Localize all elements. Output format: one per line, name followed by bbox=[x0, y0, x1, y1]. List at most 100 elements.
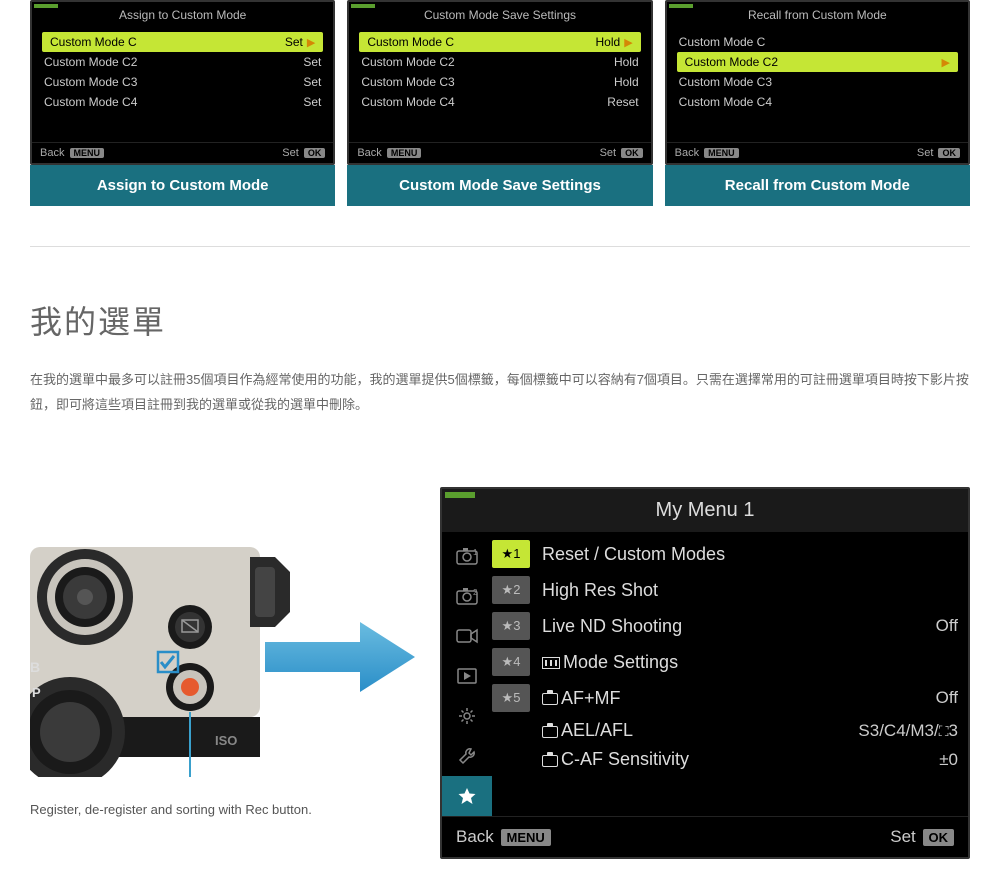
my-menu-body: 12 ★1Reset / Custom Modes★2High Res Shot… bbox=[442, 532, 968, 816]
menu-item-label: Custom Mode C3 bbox=[44, 75, 137, 89]
my-menu-item-label: C-AF Sensitivity bbox=[542, 749, 939, 770]
svg-text:ISO: ISO bbox=[215, 733, 237, 748]
star-badge: ★4 bbox=[492, 648, 530, 676]
menu-item[interactable]: Custom Mode C3 Hold bbox=[349, 72, 650, 92]
screen-header: Custom Mode Save Settings bbox=[349, 2, 650, 28]
interval-icon bbox=[542, 657, 560, 669]
menu-item-label: Custom Mode C2 bbox=[361, 55, 454, 69]
my-menu-item-value: ±0 bbox=[939, 750, 958, 770]
menu-item[interactable]: Custom Mode C Hold▶ bbox=[359, 32, 640, 52]
svg-text:B: B bbox=[30, 659, 40, 675]
screen-caption: Custom Mode Save Settings bbox=[347, 165, 652, 206]
menu-item-action: Hold bbox=[614, 75, 639, 89]
menu-item[interactable]: Custom Mode C4 Reset bbox=[349, 92, 650, 112]
footer-set[interactable]: Set OK bbox=[917, 147, 960, 159]
side-tabs: 12 bbox=[442, 532, 492, 816]
my-menu-item[interactable]: ★3Live ND ShootingOff bbox=[492, 608, 958, 644]
camera-menu-screen: Recall from Custom Mode Custom Mode C Cus… bbox=[665, 0, 970, 206]
footer-set[interactable]: Set OK bbox=[282, 147, 325, 159]
menu-item-action: Hold bbox=[614, 55, 639, 69]
menu-item[interactable]: Custom Mode C2 Hold bbox=[349, 52, 650, 72]
side-tab-star[interactable] bbox=[442, 776, 492, 816]
section-divider bbox=[30, 246, 970, 247]
menu-item-action: Set bbox=[303, 75, 321, 89]
star-badge: ★1 bbox=[492, 540, 530, 568]
bottom-section: ISO B P bbox=[0, 487, 1000, 889]
screen-header: Assign to Custom Mode bbox=[32, 2, 333, 28]
screen-caption: Recall from Custom Mode bbox=[665, 165, 970, 206]
side-tab-play[interactable] bbox=[442, 656, 492, 696]
article-body: 在我的選單中最多可以註冊35個項目作為經常使用的功能，我的選單提供5個標籤，每個… bbox=[30, 368, 970, 417]
my-menu-item-value: Off bbox=[936, 616, 958, 636]
menu-item-action: Set▶ bbox=[285, 35, 315, 49]
article-section: 我的選單 在我的選單中最多可以註冊35個項目作為經常使用的功能，我的選單提供5個… bbox=[0, 297, 1000, 487]
battery-indicator-icon bbox=[445, 492, 475, 498]
camera-menu-screen: Custom Mode Save Settings Custom Mode C H… bbox=[347, 0, 652, 206]
my-menu-item-value: S3/C4/M3/⛶3 bbox=[858, 721, 958, 741]
menu-item-label: Custom Mode C3 bbox=[361, 75, 454, 89]
my-menu-item[interactable]: ★1 Reset / Custom Modes bbox=[492, 536, 958, 572]
menu-item[interactable]: Custom Mode C Set▶ bbox=[42, 32, 323, 52]
article-title: 我的選單 bbox=[30, 297, 970, 343]
chevron-right-icon: ▶ bbox=[307, 37, 315, 49]
menu-item-label: Custom Mode C bbox=[50, 35, 137, 49]
my-menu-item[interactable]: ★4 Mode Settings bbox=[492, 644, 958, 680]
camera-icon bbox=[542, 693, 558, 705]
star-badge: ★5 bbox=[492, 684, 530, 712]
my-menu-item-label: AF+MF bbox=[542, 688, 936, 709]
menu-item-action: Hold▶ bbox=[596, 35, 633, 49]
menu-item-label: Custom Mode C4 bbox=[44, 95, 137, 109]
menu-item-action: Reset bbox=[607, 95, 638, 109]
menu-item-label: Custom Mode C2 bbox=[44, 55, 137, 69]
footer-back[interactable]: Back MENU bbox=[357, 147, 421, 159]
camera-icon bbox=[542, 726, 558, 738]
footer-back[interactable]: Back MENU bbox=[675, 147, 739, 159]
screen-footer: Back MENU Set OK bbox=[32, 142, 333, 163]
camera-image-block: ISO B P bbox=[30, 487, 410, 817]
screen-footer: Back MENU Set OK bbox=[349, 142, 650, 163]
my-menu-list: ★1 Reset / Custom Modes ★2High Res Shot★3L… bbox=[492, 532, 968, 816]
my-menu-item-label: Reset / Custom Modes bbox=[542, 544, 958, 565]
my-menu-item-label: Mode Settings bbox=[542, 652, 958, 673]
my-menu-item[interactable]: ★5 AF+MFOff bbox=[492, 680, 958, 716]
battery-indicator-icon bbox=[34, 4, 58, 8]
camera-menu-screen: Assign to Custom Mode Custom Mode CSet▶C… bbox=[30, 0, 335, 206]
footer-set[interactable]: Set OK bbox=[890, 827, 954, 847]
svg-text:2: 2 bbox=[473, 588, 478, 597]
chevron-right-icon: ▶ bbox=[624, 37, 632, 49]
footer-back[interactable]: Back MENU bbox=[456, 827, 551, 847]
menu-item[interactable]: Custom Mode C3 bbox=[667, 72, 968, 92]
menu-item[interactable]: Custom Mode C2 Set bbox=[32, 52, 333, 72]
my-menu-footer: Back MENU Set OK bbox=[442, 816, 968, 857]
menu-item-action: Set bbox=[303, 55, 321, 69]
my-menu-title: My Menu 1 bbox=[442, 489, 968, 532]
my-menu-item[interactable]: C-AF Sensitivity±0 bbox=[492, 745, 958, 774]
chevron-right-icon: ▶ bbox=[942, 57, 950, 69]
menu-item[interactable]: Custom Mode C bbox=[667, 32, 968, 52]
my-menu-item-label: Live ND Shooting bbox=[542, 616, 936, 637]
screen-header: Recall from Custom Mode bbox=[667, 2, 968, 28]
menu-item-label: Custom Mode C bbox=[679, 35, 766, 49]
menu-item[interactable]: Custom Mode C4 bbox=[667, 92, 968, 112]
side-tab-gear[interactable] bbox=[442, 696, 492, 736]
footer-back[interactable]: Back MENU bbox=[40, 147, 104, 159]
menu-item-label: Custom Mode C4 bbox=[361, 95, 454, 109]
side-tab-wrench[interactable] bbox=[442, 736, 492, 776]
my-menu-item[interactable]: ★2High Res Shot bbox=[492, 572, 958, 608]
side-tab-camera1[interactable]: 1 bbox=[442, 536, 492, 576]
menu-item[interactable]: Custom Mode C4Set bbox=[32, 92, 333, 112]
side-tab-video[interactable] bbox=[442, 616, 492, 656]
my-menu-item[interactable]: AEL/AFLS3/C4/M3/⛶3 bbox=[492, 716, 958, 745]
menu-item-label: Custom Mode C bbox=[367, 35, 454, 49]
svg-text:1: 1 bbox=[473, 548, 478, 557]
my-menu-item-value: Off bbox=[936, 688, 958, 708]
screen-caption: Assign to Custom Mode bbox=[30, 165, 335, 206]
menu-item[interactable]: Custom Mode C3 Set bbox=[32, 72, 333, 92]
camera-caption: Register, de-register and sorting with R… bbox=[30, 802, 410, 817]
side-tab-camera2[interactable]: 2 bbox=[442, 576, 492, 616]
menu-item-label: Custom Mode C4 bbox=[679, 95, 772, 109]
menu-item[interactable]: Custom Mode C2▶ bbox=[677, 52, 958, 72]
footer-set[interactable]: Set OK bbox=[600, 147, 643, 159]
battery-indicator-icon bbox=[351, 4, 375, 8]
svg-text:P: P bbox=[32, 685, 41, 700]
